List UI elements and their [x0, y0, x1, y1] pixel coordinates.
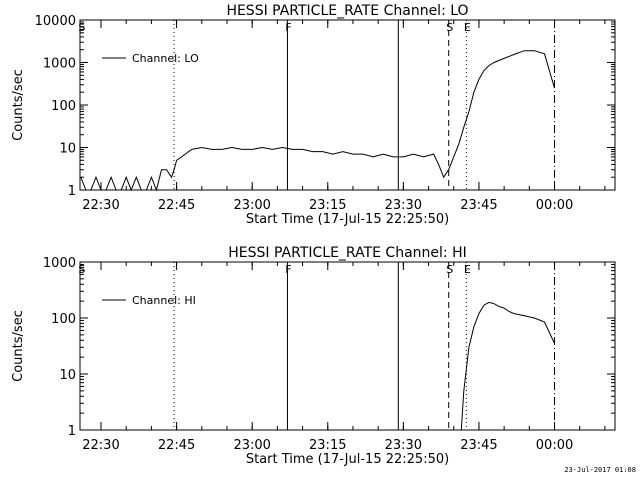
x-tick-label: 00:00: [536, 438, 573, 453]
y-tick-label: 1000: [43, 57, 76, 72]
x-tick-label: 23:15: [309, 438, 346, 453]
y-tick-label: 10: [59, 368, 76, 383]
y-axis-label: Counts/sec: [11, 69, 26, 141]
legend-label: Channel: HI: [132, 294, 196, 307]
annotation-label: F: [285, 21, 291, 34]
x-tick-label: 23:30: [385, 438, 422, 453]
chart-title: HESSI PARTICLE_RATE Channel: HI: [228, 245, 466, 261]
y-axis-label: Counts/sec: [11, 310, 26, 382]
chart-panel-1: HESSI PARTICLE_RATE Channel: LO 1 10 100 100…: [11, 3, 616, 227]
x-axis-label: Start Time (17-Jul-15 22:25:50): [246, 452, 449, 467]
annotation-label: E: [464, 21, 471, 34]
x-tick-label: 23:00: [233, 198, 270, 213]
x-tick-label: 23:00: [233, 438, 270, 453]
x-tick-label: 22:45: [158, 438, 195, 453]
annotation-label: E: [464, 263, 471, 276]
x-tick-label: 22:30: [82, 438, 119, 453]
plot-frame: [79, 19, 616, 191]
y-tick-label: 10000: [35, 14, 76, 29]
x-tick-label: 23:15: [309, 198, 346, 213]
annotation-label: F: [285, 263, 291, 276]
x-tick-label: 23:30: [385, 198, 422, 213]
x-tick-label: 22:45: [158, 198, 195, 213]
series-line: [80, 50, 555, 192]
y-tick-label: 1: [68, 424, 76, 439]
legend-label: Channel: LO: [132, 52, 199, 65]
y-tick-label: 100: [51, 312, 76, 327]
annotation-label: S: [78, 263, 85, 276]
annotation-label: S: [78, 21, 85, 34]
y-tick-label: 1: [68, 184, 76, 199]
y-tick-label: 10: [59, 142, 76, 157]
x-tick-label: 00:00: [536, 198, 573, 213]
annotation-label: S: [446, 263, 453, 276]
plot-frame: [79, 261, 616, 431]
x-tick-label: 23:45: [460, 198, 497, 213]
annotation-label: S: [446, 21, 453, 34]
footer-timestamp: 23-Jul-2017 01:08: [564, 466, 636, 474]
chart-panel-2: HESSI PARTICLE_RATE Channel: HI 1 10 100 100…: [11, 245, 616, 467]
chart-title: HESSI PARTICLE_RATE Channel: LO: [226, 3, 468, 19]
x-tick-label: 23:45: [460, 438, 497, 453]
x-axis-label: Start Time (17-Jul-15 22:25:50): [246, 212, 449, 227]
y-tick-label: 1000: [43, 256, 76, 271]
y-tick-label: 100: [51, 99, 76, 114]
series-line: [460, 301, 555, 431]
x-tick-label: 22:30: [82, 198, 119, 213]
